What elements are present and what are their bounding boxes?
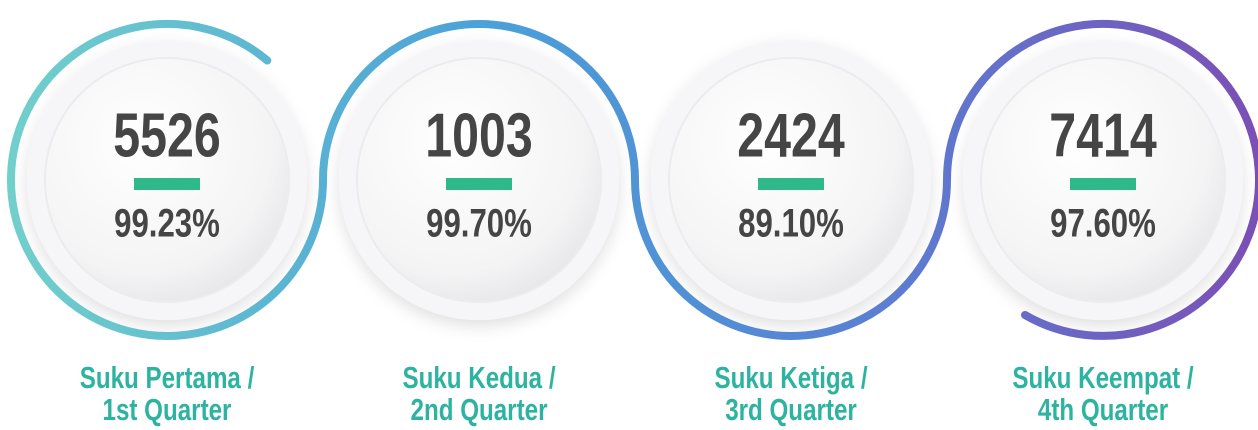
quarter-label: 2nd Quarter [411, 392, 548, 427]
label-group: Suku Kedua / [402, 360, 555, 395]
percent: 99.23% [114, 201, 220, 246]
percent-group: 99.70% [426, 201, 532, 246]
label-group: 1st Quarter [103, 392, 232, 427]
quarter-label: Suku Ketiga / [714, 360, 867, 395]
quarter-label: 3rd Quarter [725, 392, 857, 427]
percent-group: 97.60% [1050, 201, 1156, 246]
label-group: 2nd Quarter [411, 392, 548, 427]
divider [1070, 178, 1136, 190]
label-group: Suku Keempat / [1012, 360, 1194, 395]
value: 5526 [113, 101, 221, 170]
value: 7414 [1049, 101, 1157, 170]
percent: 99.70% [426, 201, 532, 246]
quarter-label: Suku Kedua / [402, 360, 555, 395]
quarter-label: Suku Pertama / [80, 360, 255, 395]
divider [446, 178, 512, 190]
percent-group: 99.23% [114, 201, 220, 246]
quarter-label: 1st Quarter [103, 392, 232, 427]
divider [134, 178, 200, 190]
divider [758, 178, 824, 190]
value-group: 1003 [425, 101, 533, 170]
percent: 89.10% [738, 201, 844, 246]
value-group: 2424 [737, 101, 845, 170]
value-group: 7414 [1049, 101, 1157, 170]
value: 2424 [737, 101, 845, 170]
label-group: Suku Ketiga / [714, 360, 867, 395]
label-group: Suku Pertama / [80, 360, 255, 395]
value: 1003 [425, 101, 533, 170]
label-group: 4th Quarter [1038, 392, 1168, 427]
wave-line [7, 19, 1258, 340]
quarter-label: Suku Keempat / [1012, 360, 1194, 395]
percent: 97.60% [1050, 201, 1156, 246]
value-group: 5526 [113, 101, 221, 170]
content: 5526 99.23% Suku Pertama /1st Quarter 1003 9… [80, 101, 1194, 427]
quarter-label: 4th Quarter [1038, 392, 1168, 427]
label-group: 3rd Quarter [725, 392, 857, 427]
percent-group: 89.10% [738, 201, 844, 246]
